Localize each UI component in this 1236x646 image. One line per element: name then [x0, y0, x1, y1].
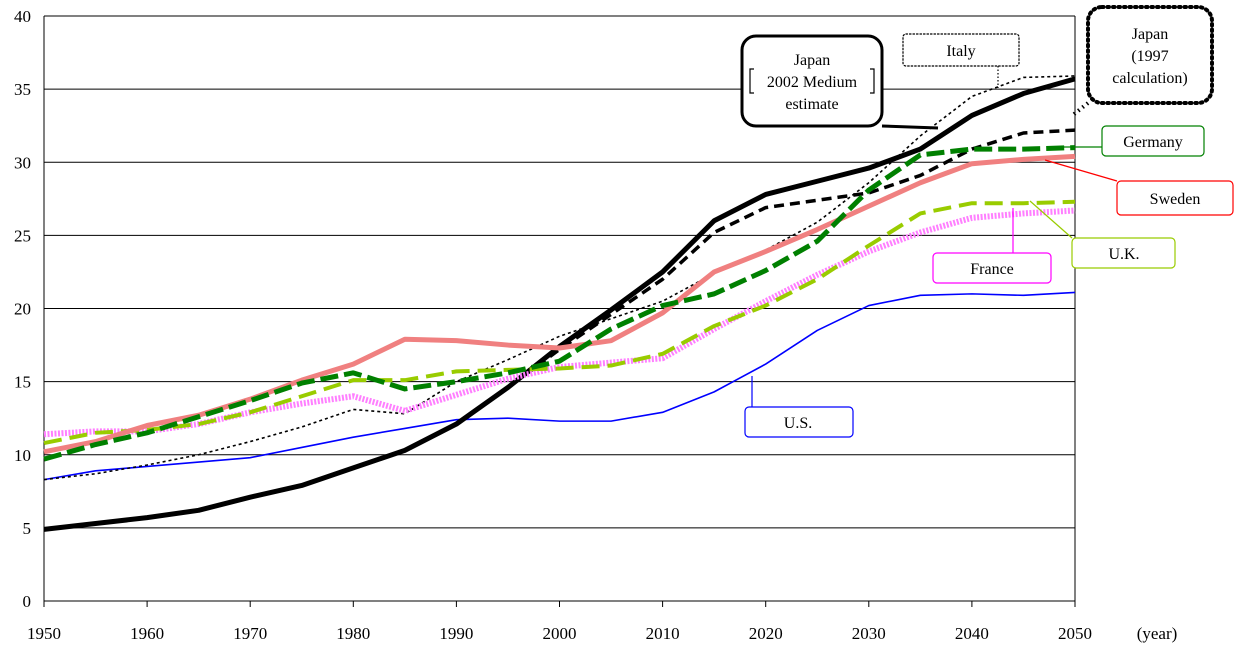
- callout-box-france: [932, 252, 1052, 284]
- y-tick-label: 5: [23, 519, 32, 538]
- callout-japan2002: Japan 2002 Medium estimate: [740, 34, 939, 130]
- y-tick-label: 10: [14, 446, 31, 465]
- callout-box-us: [744, 406, 854, 438]
- series-callouts: U.S. Italy Japan (1997 calculation) Japan 2002…: [740, 5, 1234, 438]
- callout-label-germany: Germany: [1123, 134, 1183, 151]
- x-tick-label: 2030: [852, 624, 886, 643]
- callout-box-uk: [1071, 237, 1176, 269]
- x-tick-label: 2000: [543, 624, 577, 643]
- callout-leader-uk: [1029, 200, 1073, 239]
- callout-us: U.S.: [744, 376, 854, 438]
- series-line-japan1997: [43, 128, 1076, 532]
- series-lines: [43, 75, 1076, 532]
- x-axis-title: (year): [1137, 624, 1178, 643]
- x-tick-label: 2010: [646, 624, 680, 643]
- callout-label-japan2002: estimate: [785, 96, 838, 113]
- callout-leader-japan2002: [881, 124, 939, 130]
- callout-box-japan1997: [1086, 5, 1214, 105]
- callout-leader-sweden: [1044, 159, 1118, 182]
- y-tick-label: 15: [14, 373, 31, 392]
- callout-label-italy: Italy: [946, 43, 975, 60]
- y-tick-label: 40: [14, 7, 31, 26]
- x-tick-label: 1960: [130, 624, 164, 643]
- x-tick-label: 2040: [955, 624, 989, 643]
- callout-box-sweden: [1116, 180, 1234, 216]
- y-tick-label: 35: [14, 80, 31, 99]
- callout-box-germany: [1101, 125, 1205, 157]
- callout-label-sweden: Sweden: [1150, 191, 1201, 208]
- callout-sweden: Sweden: [1044, 159, 1234, 216]
- callout-box-italy: [902, 33, 1020, 67]
- callout-italy: Italy: [902, 33, 1020, 88]
- callout-france: France: [932, 208, 1052, 284]
- series-line-us: [43, 291, 1076, 481]
- callout-uk: U.K.: [1029, 200, 1176, 269]
- series-line-uk: [43, 199, 1076, 446]
- callout-germany: Germany: [1062, 125, 1205, 157]
- x-tick-label: 2020: [749, 624, 783, 643]
- y-tick-label: 20: [14, 300, 31, 319]
- y-tick-label: 25: [14, 226, 31, 245]
- callout-label-japan1997: (1997: [1131, 48, 1168, 65]
- gridlines: [44, 15, 1075, 602]
- bracket-right: [870, 68, 875, 94]
- series-line-germany: [43, 145, 1076, 462]
- y-tick-label: 0: [23, 592, 32, 611]
- x-tick-label: 1980: [336, 624, 370, 643]
- series-line-italy: [43, 75, 1076, 481]
- x-tick-label: 2050: [1058, 624, 1092, 643]
- callout-label-japan2002: Japan: [794, 52, 830, 69]
- bracket-left: [749, 68, 754, 94]
- callout-label-japan1997: calculation): [1112, 70, 1188, 87]
- x-tick-label: 1970: [233, 624, 267, 643]
- x-tick-label: 1990: [439, 624, 473, 643]
- axes: 0 5 10 15 20 25 30 35 40 1950 1960 1970 1980 1990 2000…: [14, 7, 1092, 643]
- x-tick-label: 1950: [27, 624, 61, 643]
- y-tick-label: 30: [14, 153, 31, 172]
- callout-label-france: France: [970, 261, 1014, 278]
- callout-label-uk: U.K.: [1108, 246, 1139, 263]
- callout-japan1997: Japan (1997 calculation): [1071, 5, 1214, 117]
- callout-label-japan1997: Japan: [1132, 26, 1168, 43]
- callout-box-japan2002: [740, 34, 884, 128]
- callout-label-us: U.S.: [784, 415, 812, 432]
- callout-label-japan2002: 2002 Medium: [767, 74, 858, 91]
